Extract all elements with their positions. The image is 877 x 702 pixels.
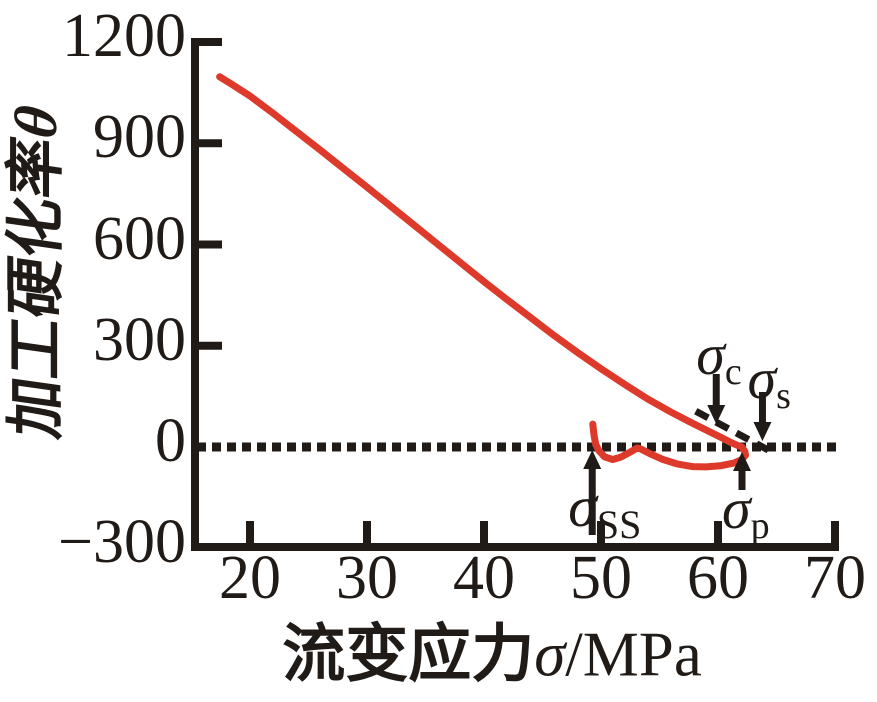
sigma-c-annotation: σc: [696, 326, 742, 393]
x-tick-label: 30: [336, 544, 398, 612]
x-tick-label: 50: [570, 544, 632, 612]
sigma-p-subscript: p: [750, 505, 770, 547]
x-tick-label: 20: [219, 544, 281, 612]
sigma-ss-annotation: σss: [568, 478, 641, 545]
axes-frame: [191, 38, 839, 551]
sigma-s-annotation: σs: [747, 350, 791, 417]
sigma-p-symbol: σ: [721, 476, 751, 541]
x-tick-label: 40: [453, 544, 515, 612]
theta-curve: [216, 73, 749, 471]
y-tick-label: −300: [58, 508, 186, 577]
sigma-ss-arrowhead: [583, 450, 602, 469]
y-tick-label: 1200: [62, 2, 186, 70]
sigma-c-symbol: σ: [696, 322, 725, 387]
y-tick-label: 300: [93, 305, 186, 374]
sigma-p-annotation: σp: [722, 480, 770, 547]
y-axis-title: 加工硬化率θ: [3, 102, 69, 442]
y-tick-label: 900: [93, 103, 186, 172]
x-tick-label: 70: [804, 544, 866, 612]
tangent-dashed-line: [694, 408, 770, 454]
sigma-ss-subscript: ss: [596, 502, 642, 547]
x-tick-label: 60: [687, 544, 749, 612]
x-axis-title: 流变应力σ/MPa: [282, 623, 702, 687]
x-axis-title-unit: /MPa: [565, 619, 702, 690]
sigma-s-symbol: σ: [747, 346, 777, 411]
sigma-s-arrowhead: [753, 422, 772, 441]
x-axis-title-sigma: σ: [534, 619, 566, 690]
sigma-p-arrowhead: [732, 452, 751, 471]
x-axis-title-cn: 流变应力: [282, 619, 535, 690]
y-axis-title-text: 加工硬化率θ: [3, 102, 69, 443]
sigma-c-subscript: c: [724, 351, 742, 393]
y-tick-label: 600: [93, 204, 186, 273]
sigma-c-arrowhead: [707, 405, 726, 424]
y-tick-label: 0: [155, 407, 186, 475]
y-axis-title-cn: 加工硬化率: [3, 132, 69, 443]
sigma-ss-symbol: σ: [568, 474, 597, 539]
sigma-s-subscript: s: [776, 375, 791, 417]
